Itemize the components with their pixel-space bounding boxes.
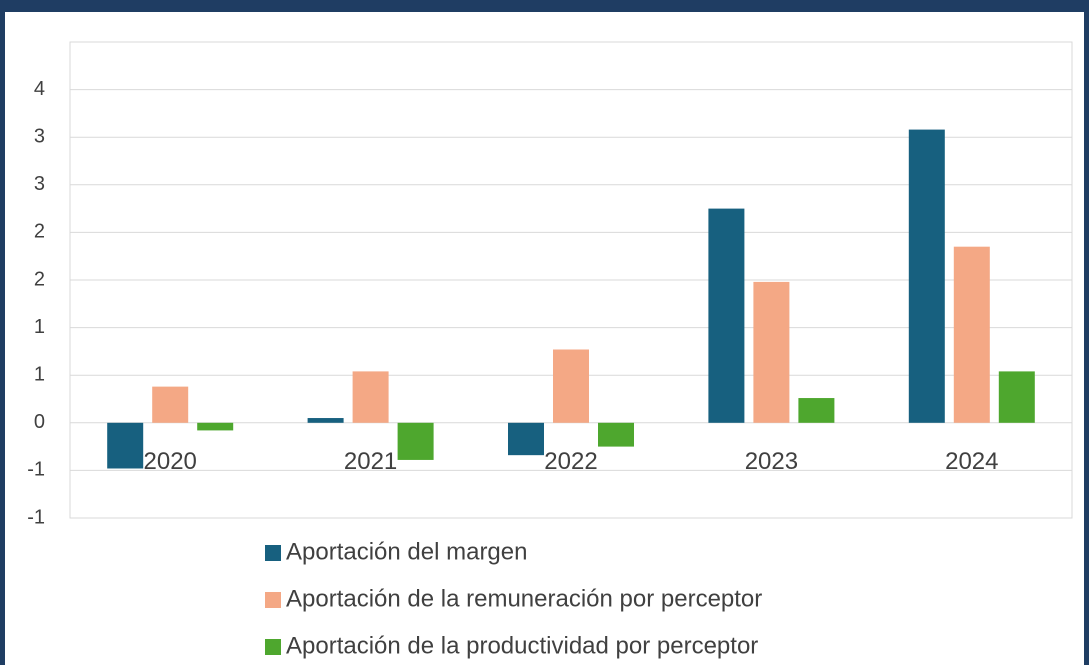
bar [307, 418, 344, 423]
y-tick-label: 3 [34, 125, 45, 147]
bar [152, 386, 189, 423]
bar [508, 422, 544, 456]
bar [998, 371, 1035, 423]
legend-label: Aportación de la remuneración por percep… [286, 585, 762, 612]
bar [107, 422, 144, 469]
x-tick-label: 2024 [945, 448, 998, 475]
x-tick-label: 2022 [544, 448, 597, 475]
bar [197, 422, 234, 431]
bar [908, 129, 945, 423]
y-tick-label: 2 [34, 221, 45, 243]
bar [953, 246, 990, 423]
legend-swatch [265, 592, 281, 608]
y-tick-label: 3 [34, 173, 45, 195]
bar [553, 349, 589, 423]
y-tick-label: 2 [34, 268, 45, 290]
bar [397, 422, 434, 460]
bar [598, 422, 634, 447]
legend-label: Aportación de la productividad por perce… [286, 632, 758, 659]
left-border [0, 0, 5, 665]
legend-swatch [265, 545, 281, 561]
y-tick-label: -1 [27, 506, 45, 528]
bar [753, 281, 790, 423]
bar [798, 398, 835, 423]
bar [708, 208, 745, 423]
y-tick-label: 0 [34, 411, 45, 433]
y-tick-label: 4 [34, 78, 45, 100]
y-tick-label: -1 [27, 459, 45, 481]
y-tick-label: 1 [34, 363, 45, 385]
y-tick-label: 1 [34, 316, 45, 338]
x-tick-label: 2021 [344, 448, 397, 475]
legend-label: Aportación del margen [286, 538, 527, 565]
right-border [1084, 0, 1089, 665]
legend-swatch [265, 639, 281, 655]
bar [352, 371, 389, 423]
top-border [0, 0, 1089, 12]
x-tick-label: 2023 [745, 448, 798, 475]
x-tick-label: 2020 [144, 448, 197, 475]
